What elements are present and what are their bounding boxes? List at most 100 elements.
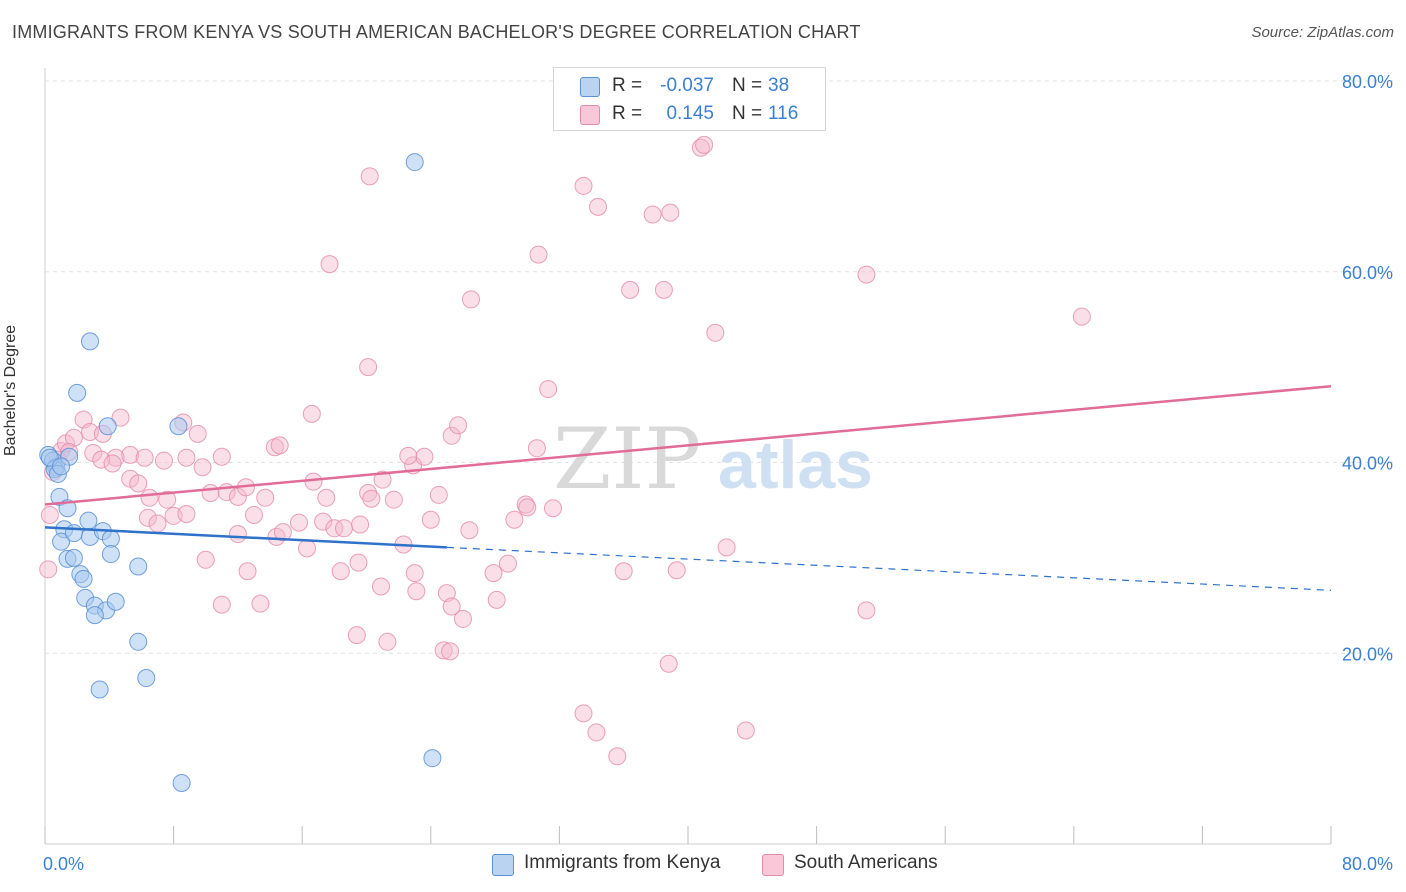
south-americans-point — [325, 519, 344, 538]
legend-row-kenya: R = -0.037 N = 38 — [554, 72, 825, 100]
south-americans-point — [349, 553, 368, 572]
south-americans-point — [429, 485, 448, 504]
south-americans-point — [320, 255, 339, 274]
kenya-points — [39, 153, 442, 792]
south-americans-point — [302, 404, 321, 423]
kenya-point — [79, 511, 98, 530]
y-tick-label: 20.0% — [1342, 644, 1393, 664]
south-americans-point — [587, 723, 606, 742]
kenya-point — [129, 632, 148, 651]
kenya-trend-line — [44, 526, 447, 549]
south-americans-point — [111, 408, 130, 427]
south-americans-point — [40, 505, 59, 524]
south-americans-point — [251, 594, 270, 613]
south-americans-point — [442, 597, 461, 616]
south-americans-point — [421, 510, 440, 529]
kenya-point — [106, 592, 125, 611]
south-americans-point — [196, 550, 215, 569]
south-americans-point — [298, 539, 317, 558]
correlation-legend: R = -0.037 N = 38 R = 0.145 N = 116 — [553, 67, 826, 131]
n-label: N = — [732, 75, 763, 96]
kenya-point — [74, 569, 93, 588]
south-americans-point — [460, 521, 479, 540]
south-americans-point — [588, 197, 607, 216]
chart-title: IMMIGRANTS FROM KENYA VS SOUTH AMERICAN … — [12, 22, 861, 42]
south-americans-point — [405, 564, 424, 583]
kenya-point — [172, 773, 191, 792]
south-americans-point — [441, 642, 460, 661]
x-tick-label: 80.0% — [1342, 854, 1393, 874]
south-americans-point — [331, 562, 350, 581]
south-americans-point — [177, 505, 196, 524]
south-americans-point — [140, 488, 159, 507]
south-americans-point — [442, 426, 461, 445]
south-americans-point — [273, 523, 292, 542]
south-americans-point — [516, 495, 535, 514]
south-americans-point — [267, 527, 286, 546]
south-americans-point — [518, 498, 537, 517]
south-americans-point — [407, 582, 426, 601]
kenya-point — [137, 669, 156, 688]
south-americans-point — [527, 439, 546, 458]
watermark-atlas: atlas — [718, 427, 873, 503]
south-americans-point — [138, 508, 157, 527]
south-americans-point — [667, 561, 686, 580]
kenya-point — [90, 680, 109, 699]
south-americans-point — [121, 445, 140, 464]
south-americans-point — [347, 626, 366, 645]
south-americans-point — [64, 428, 83, 447]
south-americans-point — [314, 512, 333, 531]
n-value: 116 — [768, 103, 799, 124]
south-americans-point — [158, 490, 177, 509]
south-americans-point — [661, 203, 680, 222]
south-americans-point — [360, 167, 379, 186]
south-americans-point — [362, 489, 381, 508]
south-americans-point — [539, 380, 558, 399]
south-americans-point — [201, 484, 220, 503]
south-americans-point — [103, 454, 122, 473]
y-tick-label: 40.0% — [1342, 454, 1393, 474]
n-value: 38 — [768, 75, 790, 96]
south-americans-point — [212, 447, 231, 466]
south-americans-point — [188, 424, 207, 443]
kenya-point — [169, 417, 188, 436]
south-americans-point — [212, 595, 231, 614]
south-americans-point — [857, 601, 876, 620]
r-label: R = — [612, 75, 643, 96]
kenya-point — [81, 332, 100, 351]
kenya-point — [52, 532, 71, 551]
source-label: Source: ZipAtlas.com — [1251, 24, 1394, 41]
south-americans-point — [359, 358, 378, 377]
south-americans-point — [654, 280, 673, 299]
kenya-trend-line-extension — [446, 546, 1332, 591]
kenya-point — [64, 524, 83, 543]
south-americans-point — [384, 490, 403, 509]
kenya-point — [423, 749, 442, 768]
y-tick-label: 60.0% — [1342, 263, 1393, 283]
kenya-point — [405, 153, 424, 172]
south-americans-point — [857, 265, 876, 284]
y-tick-label: 80.0% — [1342, 72, 1393, 92]
tick-labels: 20.0% 40.0% 60.0% 80.0% 0.0% 80.0% — [43, 72, 1393, 874]
south-americans-point — [505, 510, 524, 529]
south-americans-point — [437, 584, 456, 603]
south-americans-point — [39, 560, 58, 579]
r-label: R = — [612, 103, 643, 124]
kenya-swatch — [492, 854, 514, 876]
south-americans-point — [154, 451, 173, 470]
south-americans-point — [129, 474, 148, 493]
south-americans-point — [415, 447, 434, 466]
south-americans-point — [399, 446, 418, 465]
kenya-point — [52, 457, 71, 476]
south-americans-point — [359, 484, 378, 503]
r-value: -0.037 — [660, 75, 714, 96]
south-americans-point — [1072, 307, 1091, 326]
x-tick-label: 0.0% — [43, 854, 84, 874]
south-americans-point — [498, 554, 517, 573]
south-americans-point — [270, 436, 289, 455]
south-americans-point — [608, 747, 627, 766]
south-americans-point — [643, 205, 662, 224]
n-label: N = — [732, 103, 763, 124]
south-americans-point — [659, 654, 678, 673]
r-value: 0.145 — [666, 103, 714, 124]
